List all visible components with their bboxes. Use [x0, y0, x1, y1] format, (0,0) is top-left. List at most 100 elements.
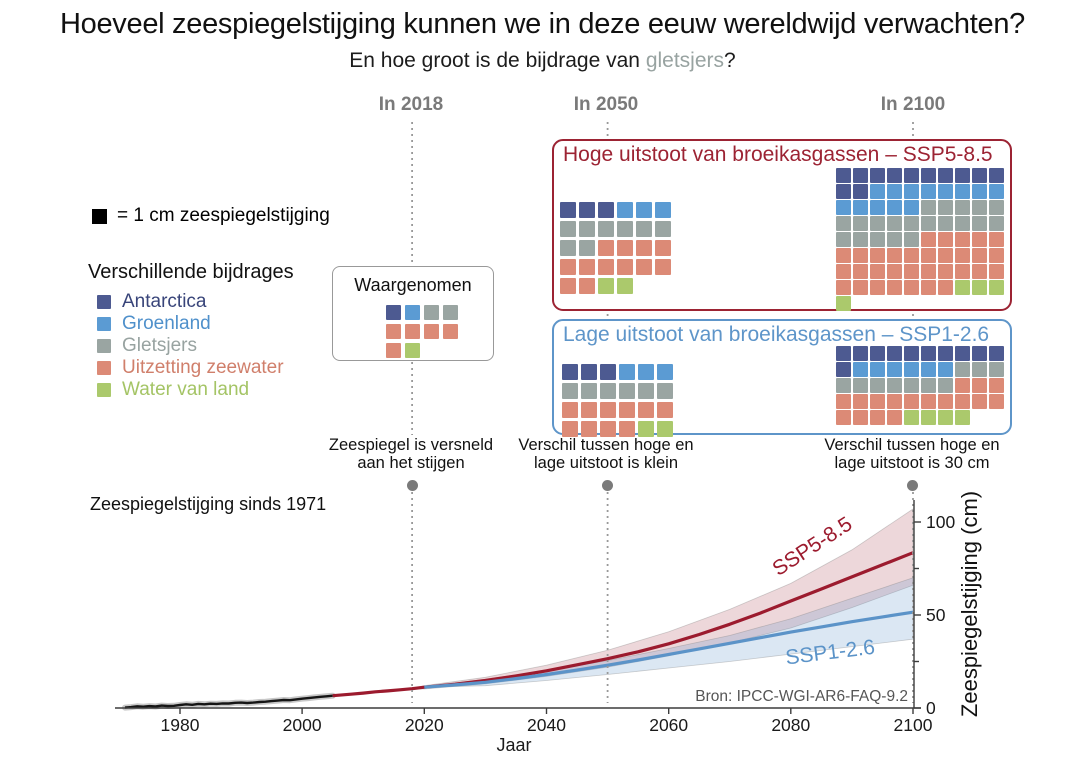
waffle-square — [972, 184, 987, 199]
waffle-square — [938, 216, 953, 231]
waffle-square — [921, 410, 936, 425]
waffle-square — [938, 280, 953, 295]
waffle-grid-observed — [386, 305, 458, 358]
waffle-square — [972, 232, 987, 247]
annotation-2100: Verschil tussen hoge en lage uitstoot is… — [782, 436, 1042, 472]
waffle-square — [955, 184, 970, 199]
waffle-square — [904, 410, 919, 425]
waffle-square — [836, 168, 851, 183]
waffle-square — [655, 202, 671, 218]
waffle-square — [562, 383, 578, 399]
unit-swatch-black-square — [92, 208, 107, 224]
waffle-square — [636, 259, 652, 275]
waffle-square — [887, 216, 902, 231]
waffle-square — [904, 362, 919, 377]
waffle-square — [579, 221, 595, 237]
legend-swatch — [97, 317, 111, 331]
waffle-square — [638, 421, 654, 437]
waffle-square — [870, 248, 885, 263]
waffle-square — [955, 394, 970, 409]
waffle-square — [955, 280, 970, 295]
waffle-square — [921, 378, 936, 393]
waffle-square — [562, 421, 578, 437]
column-header-2100: In 2100 — [880, 94, 946, 115]
waffle-square — [655, 240, 671, 256]
waffle-square — [836, 264, 851, 279]
waffle-square — [870, 362, 885, 377]
waffle-square — [870, 378, 885, 393]
waffle-square — [955, 168, 970, 183]
observed-box-title: Waargenomen — [354, 275, 472, 295]
waffle-square — [836, 248, 851, 263]
waffle-square — [870, 184, 885, 199]
waffle-square — [870, 232, 885, 247]
waffle-square — [619, 364, 635, 380]
waffle-square — [617, 221, 633, 237]
waffle-square — [887, 184, 902, 199]
waffle-square — [870, 264, 885, 279]
waffle-square — [938, 410, 953, 425]
waffle-square — [598, 202, 614, 218]
legend-item-antarctica: Antarctica — [97, 291, 284, 313]
waffle-square — [904, 248, 919, 263]
column-header-2018: In 2018 — [378, 94, 444, 115]
waffle-square — [617, 259, 633, 275]
waffle-square — [887, 200, 902, 215]
waffle-square — [921, 248, 936, 263]
x-tick-label: 2020 — [405, 715, 444, 735]
waffle-square — [887, 346, 902, 361]
waffle-square — [619, 383, 635, 399]
y-tick-label: 50 — [926, 605, 946, 625]
waffle-square — [836, 410, 851, 425]
waffle-square — [938, 378, 953, 393]
annotation-2100-line1: Verschil tussen hoge en — [824, 436, 1000, 454]
waffle-square — [853, 394, 868, 409]
waffle-square — [579, 278, 595, 294]
waffle-square — [904, 216, 919, 231]
waffle-square — [853, 264, 868, 279]
waffle-square — [921, 232, 936, 247]
waffle-square — [853, 378, 868, 393]
scenario-box-ssp585: Hoge uitstoot van broeikasgassen – SSP5-… — [552, 139, 1012, 311]
waffle-square — [887, 264, 902, 279]
waffle-square — [972, 264, 987, 279]
legend-swatch — [97, 361, 111, 375]
waffle-square — [836, 394, 851, 409]
waffle-square — [938, 232, 953, 247]
waffle-square — [870, 394, 885, 409]
waffle-square — [405, 305, 420, 320]
waffle-square — [386, 343, 401, 358]
waffle-square — [562, 364, 578, 380]
x-tick-label: 2080 — [771, 715, 810, 735]
waffle-square — [598, 221, 614, 237]
y-axis-label: Zeespiegelstijging (cm) — [957, 491, 982, 717]
waffle-square — [636, 240, 652, 256]
subtitle-text: En hoe groot is de bijdrage van — [349, 49, 646, 72]
waffle-grid-ssp126-2100 — [836, 346, 1004, 425]
waffle-square — [921, 168, 936, 183]
waffle-square — [887, 280, 902, 295]
waffle-square — [386, 305, 401, 320]
waffle-square — [579, 240, 595, 256]
waffle-square — [989, 346, 1004, 361]
waffle-square — [638, 364, 654, 380]
waffle-square — [904, 168, 919, 183]
waffle-square — [972, 378, 987, 393]
waffle-square — [560, 202, 576, 218]
waffle-square — [989, 248, 1004, 263]
waffle-square — [443, 324, 458, 339]
waffle-square — [938, 184, 953, 199]
waffle-square — [870, 200, 885, 215]
waffle-square — [657, 383, 673, 399]
waffle-square — [836, 184, 851, 199]
waffle-square — [619, 402, 635, 418]
waffle-square — [600, 383, 616, 399]
waffle-square — [617, 202, 633, 218]
subtitle-highlight-gletsjers: gletsjers — [645, 49, 725, 72]
waffle-square — [938, 168, 953, 183]
waffle-square — [836, 216, 851, 231]
waffle-square — [619, 421, 635, 437]
waffle-square — [853, 346, 868, 361]
waffle-square — [836, 378, 851, 393]
waffle-square — [443, 305, 458, 320]
